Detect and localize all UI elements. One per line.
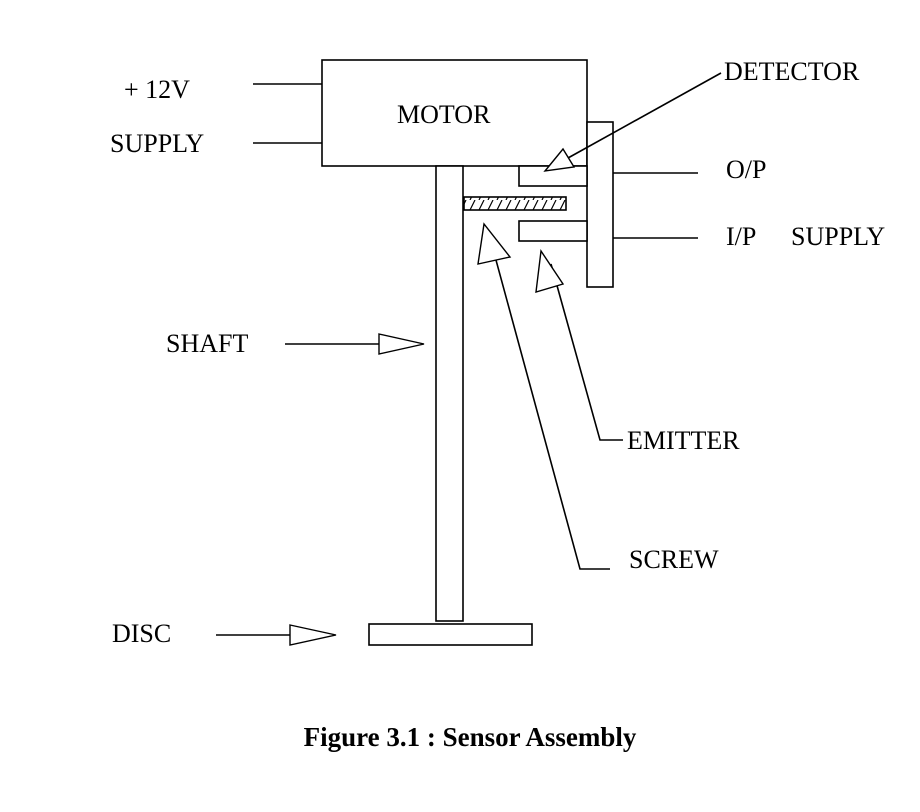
screw-pointer-line — [489, 237, 610, 570]
disc-label: DISC — [112, 619, 171, 648]
emitter-pointer-arrowhead — [535, 249, 565, 293]
detector-pointer-line — [567, 72, 722, 159]
disc — [368, 623, 533, 646]
supply-right-label: SUPPLY — [791, 222, 885, 251]
figure-caption: Figure 3.1 : Sensor Assembly — [304, 722, 637, 752]
screw-label: SCREW — [629, 545, 719, 574]
sensor-bracket — [586, 121, 614, 288]
shaft — [435, 165, 464, 622]
emitter-block — [518, 220, 588, 242]
plus-12v-label: + 12V — [124, 75, 190, 104]
motor-box — [321, 59, 588, 167]
input-label: I/P — [726, 222, 756, 251]
detector-label: DETECTOR — [724, 57, 860, 86]
emitter-label: EMITTER — [627, 426, 740, 455]
shaft-label: SHAFT — [166, 329, 248, 358]
supply-left-label: SUPPLY — [110, 129, 204, 158]
detector-pointer-arrowhead — [543, 147, 576, 172]
output-label: O/P — [726, 155, 766, 184]
disc-pointer-arrowhead — [289, 624, 337, 646]
emitter-pointer-line — [550, 263, 623, 441]
screw-pointer-arrowhead — [477, 222, 512, 265]
motor-label: MOTOR — [397, 100, 491, 129]
shaft-pointer-arrowhead — [378, 333, 425, 355]
screw — [463, 196, 567, 211]
